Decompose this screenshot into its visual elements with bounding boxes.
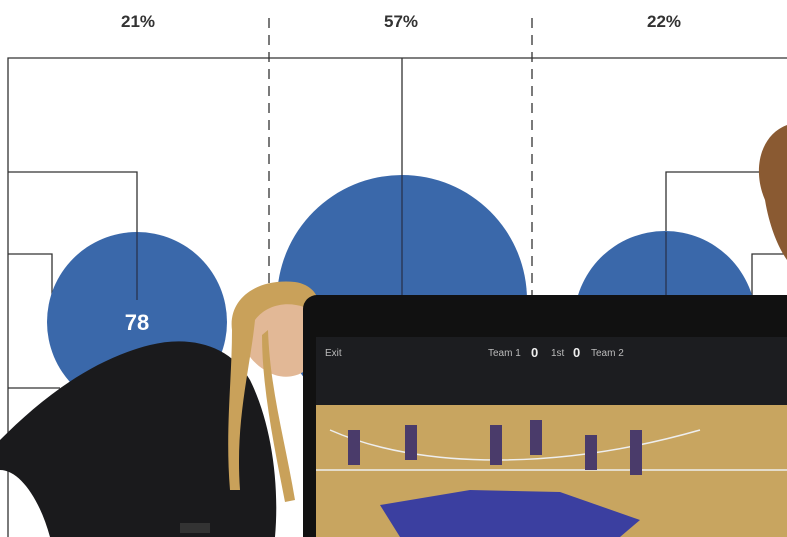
team1-name: Team 1 (488, 348, 521, 359)
team2-name: Team 2 (591, 348, 624, 359)
athlete-right (759, 125, 787, 260)
team1-score: 0 (531, 345, 538, 360)
zone-label: 21% (121, 12, 155, 31)
tablet: Exit Team 1 0 1st 0 Team 2 (303, 295, 787, 537)
exit-button[interactable]: Exit (325, 348, 342, 359)
period: 1st (551, 348, 565, 359)
scene: 21% 57% 22% 78 Exit Team 1 0 1st 0 Team … (0, 0, 787, 537)
circle-label: 78 (125, 310, 149, 335)
zone-label: 22% (647, 12, 681, 31)
team2-score: 0 (573, 345, 580, 360)
zone-label: 57% (384, 12, 418, 31)
